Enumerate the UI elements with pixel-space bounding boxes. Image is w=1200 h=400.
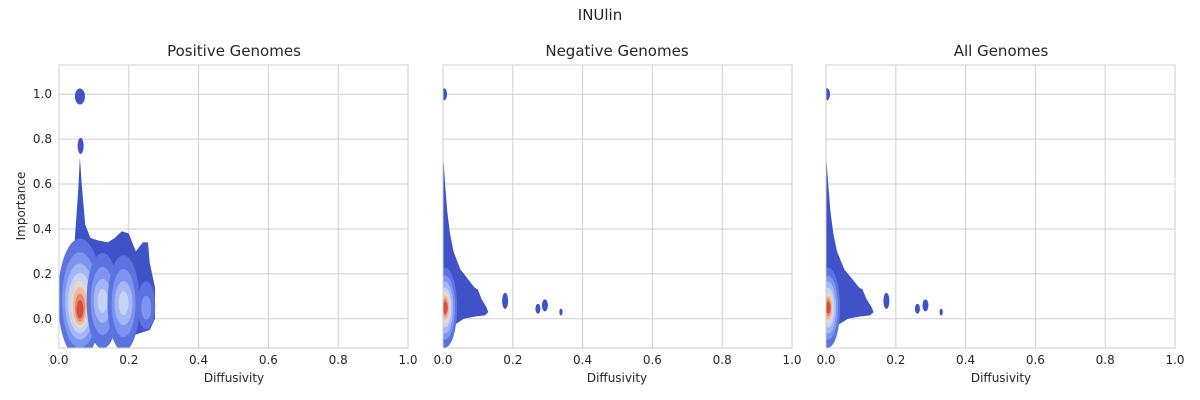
grid-lines <box>825 65 1176 348</box>
x-axis-label: Diffusivity <box>204 371 264 385</box>
y-axis-label: Importance <box>14 172 28 241</box>
density-contours <box>826 88 943 348</box>
y-tick-label: 0.0 <box>33 312 52 326</box>
panel-title: Negative Genomes <box>545 42 688 60</box>
contour-island <box>535 303 541 314</box>
x-axis-label: Diffusivity <box>587 371 647 385</box>
x-tick-label: 0.6 <box>1026 353 1045 367</box>
x-tick-label: 0.8 <box>1096 353 1115 367</box>
x-tick-labels: 0.0 0.2 0.4 0.6 0.8 1.0 <box>816 353 1184 367</box>
contour-island <box>922 299 929 312</box>
panel-positive-genomes: Positive Genomes 0.0 0.2 0.4 0.6 0.8 1.0 0.00… <box>14 42 418 385</box>
contour-peak-main <box>826 301 831 314</box>
y-tick-label: 0.8 <box>33 132 52 146</box>
x-tick-label: 0.0 <box>816 353 835 367</box>
axes-frame <box>58 64 409 349</box>
contour-group <box>443 88 563 348</box>
contour-island <box>541 299 548 312</box>
contour-peak-main <box>443 301 448 314</box>
contour-top-island <box>826 88 831 101</box>
contour-peak-main <box>76 300 84 319</box>
y-tick-label: 0.2 <box>33 267 52 281</box>
y-tick-label: 0.6 <box>33 177 52 191</box>
x-tick-label: 0.8 <box>713 353 732 367</box>
axes-frame <box>825 64 1176 349</box>
contour-spike <box>77 137 84 154</box>
y-tick-label: 1.0 <box>33 87 52 101</box>
contour-island <box>559 308 563 316</box>
contour-island <box>502 292 509 309</box>
contour-peak-secondary <box>118 291 129 316</box>
x-tick-label: 0.4 <box>956 353 975 367</box>
x-tick-label: 0.4 <box>189 353 208 367</box>
panel-all-genomes: All Genomes 0.0 0.2 0.4 0.6 0.8 1.0 Diffusivi… <box>816 42 1184 385</box>
x-tick-label: 0.2 <box>119 353 138 367</box>
x-axis-label: Diffusivity <box>971 371 1031 385</box>
contour-island <box>914 303 920 314</box>
grid-lines <box>442 65 793 348</box>
contour-island <box>883 292 890 309</box>
contour-island <box>939 308 943 316</box>
density-contours <box>443 88 563 348</box>
panel-title: All Genomes <box>954 42 1049 60</box>
contour-peak-secondary <box>97 288 108 313</box>
x-tick-label: 1.0 <box>1165 353 1184 367</box>
contour-top-island <box>74 88 85 105</box>
x-tick-label: 1.0 <box>398 353 417 367</box>
x-tick-label: 0.4 <box>573 353 592 367</box>
x-tick-label: 0.6 <box>643 353 662 367</box>
x-tick-labels: 0.0 0.2 0.4 0.6 0.8 1.0 <box>433 353 801 367</box>
x-tick-label: 0.2 <box>503 353 522 367</box>
y-tick-labels: 0.0 0.2 0.4 0.6 0.8 1.0 <box>33 87 52 326</box>
y-tick-label: 0.4 <box>33 222 52 236</box>
axes-frame <box>442 64 793 349</box>
x-tick-label: 1.0 <box>782 353 801 367</box>
x-tick-label: 0.6 <box>259 353 278 367</box>
contour-group <box>59 88 156 348</box>
x-tick-labels: 0.0 0.2 0.4 0.6 0.8 1.0 <box>49 353 417 367</box>
contour-group <box>826 88 943 348</box>
panel-negative-genomes: Negative Genomes 0.0 0.2 0.4 0.6 0.8 1.0 Diff… <box>433 42 801 385</box>
x-tick-label: 0.8 <box>329 353 348 367</box>
contour-top-island <box>443 88 448 101</box>
figure-title: INUlin <box>578 6 622 24</box>
x-tick-label: 0.0 <box>49 353 68 367</box>
panel-title: Positive Genomes <box>167 42 301 60</box>
x-tick-label: 0.2 <box>886 353 905 367</box>
contour-peak-minor <box>141 295 152 320</box>
x-tick-label: 0.0 <box>433 353 452 367</box>
density-contours <box>59 88 156 348</box>
